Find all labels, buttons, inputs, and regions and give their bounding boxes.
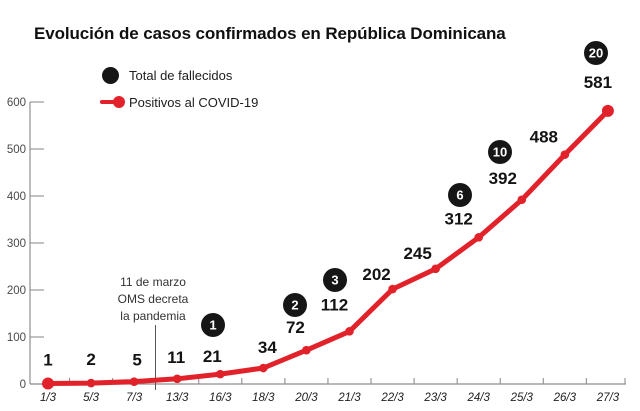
legend-label-positives: Positivos al COVID-19 (129, 94, 259, 110)
y-tick-label: 400 (7, 191, 26, 203)
deaths-marker-icon (100, 66, 124, 84)
death-badge-label: 20 (589, 46, 603, 61)
legend-label-deaths: Total de fallecidos (129, 67, 233, 83)
death-badge-label: 3 (331, 273, 338, 288)
x-tick-label: 25/3 (510, 392, 534, 404)
x-tick-label: 22/3 (380, 392, 404, 404)
red-dot-icon (113, 96, 125, 108)
legend-item-deaths: Total de fallecidos (100, 66, 258, 84)
series-line-positives (45, 108, 611, 386)
x-tick-label: 24/3 (467, 392, 491, 404)
x-tick-label: 20/3 (294, 392, 318, 404)
death-badge-label: 1 (209, 318, 216, 333)
data-point-marker (345, 327, 354, 336)
positives-marker-icon (100, 96, 125, 108)
value-label: 112 (321, 295, 348, 314)
data-point-marker (172, 374, 182, 384)
x-tick-label: 27/3 (596, 392, 620, 404)
red-line-icon (100, 96, 125, 108)
death-badge (283, 293, 307, 317)
value-label: 21 (203, 347, 222, 366)
chart-title: Evolución de casos confirmados en Repúbl… (34, 24, 506, 43)
data-point-marker (601, 104, 614, 117)
data-point-marker (215, 369, 225, 379)
x-tick-label: 16/3 (209, 392, 232, 404)
data-point-marker (129, 377, 139, 386)
value-label: 5 (132, 351, 141, 370)
death-badge (488, 140, 512, 164)
y-tick-label: 200 (7, 285, 26, 297)
x-tick-label: 7/3 (126, 392, 143, 404)
x-tick-label: 26/3 (553, 392, 577, 404)
value-label: 312 (445, 209, 473, 228)
x-tick-label: 18/3 (252, 392, 275, 404)
death-badge-label: 10 (493, 145, 507, 160)
death-badge-label: 2 (291, 298, 298, 313)
y-tick-label: 300 (7, 238, 26, 250)
x-tick-label: 13/3 (166, 392, 189, 404)
legend-item-positives: Positivos al COVID-19 (100, 93, 258, 111)
data-point-marker (42, 377, 54, 390)
value-label: 1 (43, 351, 52, 370)
annotation-text: la pandemia (120, 309, 186, 323)
death-badge (323, 268, 347, 292)
value-label: 202 (362, 265, 390, 284)
y-tick-label: 600 (7, 97, 26, 109)
black-dot-icon (102, 66, 119, 84)
data-point-marker (302, 345, 311, 355)
data-point-marker (86, 378, 96, 388)
y-tick-label: 100 (7, 332, 26, 344)
legend: Total de fallecidos Positivos al COVID-1… (100, 66, 258, 111)
x-tick-label: 5/3 (83, 392, 100, 404)
y-tick-label: 0 (20, 379, 26, 391)
value-label: 2 (86, 350, 95, 369)
value-label: 34 (258, 338, 277, 357)
data-point-marker (259, 363, 268, 373)
death-badge (448, 183, 472, 207)
annotation-text: OMS decreta (118, 292, 189, 306)
data-point-marker (517, 195, 527, 205)
value-label: 11 (167, 348, 185, 367)
y-tick-label: 500 (7, 144, 26, 156)
value-label: 72 (286, 318, 305, 337)
x-tick-label: 1/3 (40, 392, 57, 404)
x-tick-label: 23/3 (423, 392, 447, 404)
death-badge (201, 313, 225, 337)
data-point-marker (560, 150, 570, 159)
value-label: 581 (584, 73, 612, 92)
death-badge-label: 6 (456, 188, 463, 203)
value-label: 488 (530, 128, 558, 147)
annotation-text: 11 de marzo (120, 275, 186, 289)
x-tick-label: 21/3 (337, 392, 361, 404)
data-point-marker (388, 284, 397, 294)
data-point-marker (474, 233, 484, 242)
value-label: 392 (489, 169, 517, 188)
data-point-marker (431, 264, 440, 274)
death-badge (584, 41, 608, 65)
value-label: 245 (403, 244, 431, 263)
